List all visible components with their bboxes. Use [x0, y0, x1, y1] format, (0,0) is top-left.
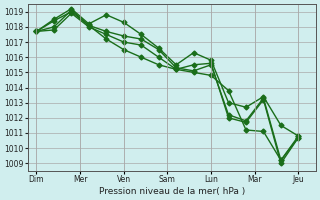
X-axis label: Pression niveau de la mer( hPa ): Pression niveau de la mer( hPa ): [99, 187, 245, 196]
